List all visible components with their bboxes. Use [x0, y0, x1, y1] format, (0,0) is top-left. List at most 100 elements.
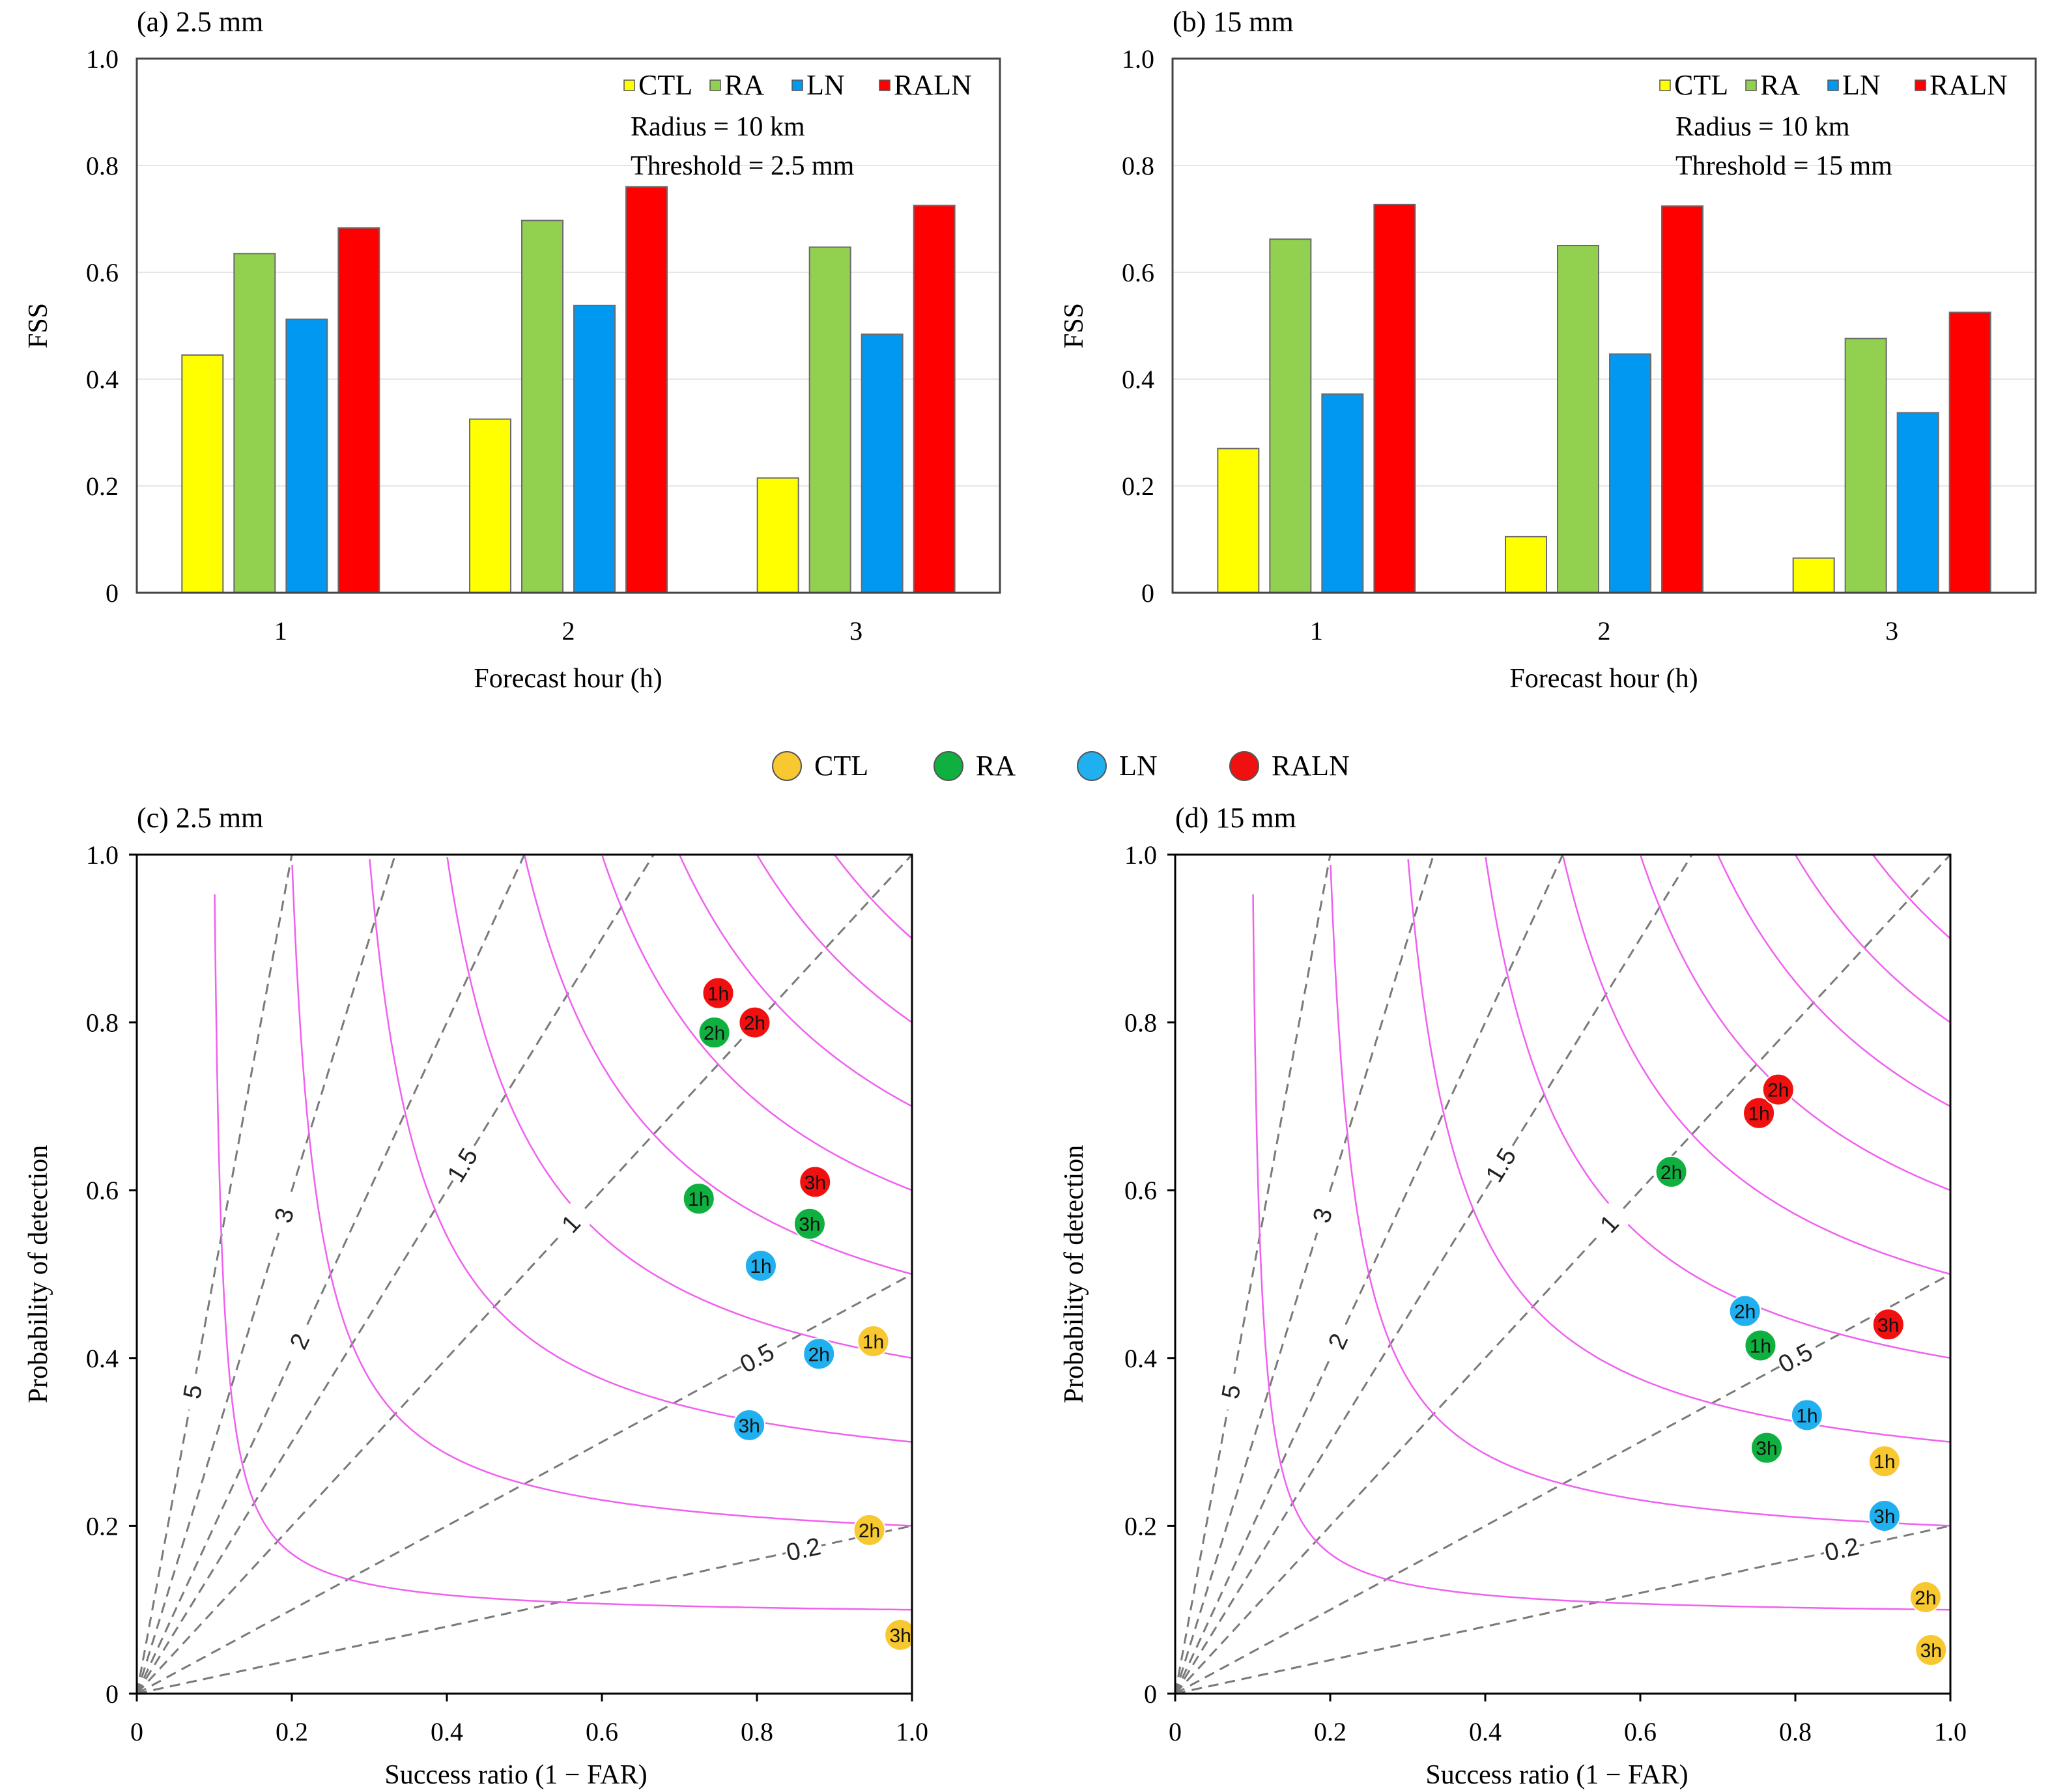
- panel-a-legend-label-ln: LN: [806, 69, 845, 101]
- panel-c-point-label-ctl-2h: 2h: [859, 1520, 880, 1542]
- panel-d-csi-contour-0.5: [1562, 856, 1950, 1275]
- panel-d-bias-line-5: [1175, 855, 1332, 1694]
- panel-d-bias-label-bg: [1479, 1142, 1523, 1188]
- panel-b-bar-ln-h1: [1321, 393, 1364, 594]
- panel-b-y-axis-label: FSS: [1059, 303, 1089, 348]
- panel-d-x-tick-label: 0.4: [1469, 1717, 1502, 1746]
- panel-c-csi-contour-0.5: [524, 856, 912, 1275]
- panel-d-csi-label-bg: [1052, 1015, 1098, 1063]
- panel-c-csi-label-0.6: 0.6: [1722, 942, 1764, 986]
- panel-a-legend-swatch-ln: [791, 79, 803, 91]
- panel-c-x-tick-label: 1.0: [896, 1717, 928, 1746]
- panel-c-csi-contour-0.4: [446, 857, 912, 1359]
- panel-a-bar-raln-h1: [337, 227, 380, 593]
- legend-label-ra: RA: [976, 750, 1016, 782]
- performance-diagram-panel-c: (c) 2.5 mm 5321.510.50.20.10.20.30.40.50…: [23, 802, 1765, 1790]
- panel-c-csi-label-bg: [1720, 939, 1765, 988]
- panel-d-csi-contour-0.4: [1485, 857, 1950, 1359]
- panel-b-x-tick-label: 3: [1885, 616, 1898, 646]
- panel-c-y-tick-label: 1.0: [86, 840, 119, 870]
- panel-c-bias-label-bg: [734, 1337, 780, 1380]
- panel-b-legend-label-ln: LN: [1842, 69, 1881, 101]
- panel-b-bar-ln-h3: [1896, 412, 1939, 593]
- panel-d-point-label-ctl-1h: 1h: [1874, 1451, 1895, 1473]
- panel-d-point-label-ln-2h: 2h: [1734, 1301, 1756, 1323]
- panel-b-y-tick-label: 0.8: [1122, 151, 1154, 180]
- panel-a-y-axis-label: FSS: [23, 303, 53, 348]
- panel-b-legend-swatch-ln: [1827, 79, 1839, 91]
- panel-d-csi-contour-0.1: [1252, 894, 1950, 1611]
- panel-d-bias-label-bg: [1821, 1531, 1863, 1567]
- panel-d-point-label-ctl-3h: 3h: [1920, 1640, 1942, 1662]
- panel-a-threshold-annotation: Threshold = 2.5 mm: [631, 151, 855, 181]
- panel-c-csi-label-bg: [1209, 931, 1255, 979]
- panel-c-csi-contour-0.9: [834, 855, 912, 939]
- panel-a-y-tick-label: 0.2: [86, 472, 119, 501]
- panel-c-points: 1h 2h 3h 1h 2h 3h 1h 2h 3h 1h 2h 3h: [682, 976, 912, 1651]
- panel-c-csi-contour-0.2: [291, 864, 912, 1527]
- legend-marker-ra: [933, 751, 963, 781]
- panel-a-legend: CTL RA LN RALN: [623, 69, 972, 101]
- panel-d-point-ctl-1h: [1868, 1445, 1901, 1478]
- panel-d-csi-contours: [1252, 855, 1950, 1611]
- panel-c-bias-line-0.2: [137, 1524, 912, 1694]
- panel-a-bars: [181, 186, 956, 594]
- panel-c-point-label-ln-2h: 2h: [808, 1344, 830, 1365]
- panel-d-csi-contour-0.2: [1330, 864, 1950, 1527]
- panel-c-csi-contours: [214, 855, 912, 1611]
- panel-c-point-ra-3h: [793, 1207, 826, 1240]
- panel-c-point-label-ln-1h: 1h: [750, 1256, 771, 1277]
- panel-c-csi-contour-0.3: [369, 859, 912, 1443]
- panel-b-plot-frame: [1171, 57, 2037, 594]
- panel-c-bias-label-bg: [175, 1371, 210, 1412]
- panel-d-y-ticks: 0 0.2 0.4 0.6 0.8 1.0: [1124, 840, 1175, 1709]
- panel-a-x-axis-label: Forecast hour (h): [474, 664, 662, 694]
- panel-d-axes-right-top: [1175, 853, 1952, 1694]
- panel-c-point-ctl-2h: [853, 1513, 886, 1546]
- panel-d-x-tick-label: 0.8: [1779, 1717, 1812, 1746]
- panel-b-y-tick-label: 0.6: [1122, 258, 1154, 287]
- panel-c-point-label-ra-2h: 2h: [704, 1023, 725, 1044]
- panel-a-bar-ra-h2: [521, 220, 563, 593]
- panel-c-point-label-ra-3h: 3h: [799, 1214, 820, 1236]
- panel-d-title: (d) 15 mm: [1175, 802, 1296, 834]
- panel-b-bar-ra-h3: [1844, 337, 1887, 593]
- legend-marker-ln: [1077, 751, 1107, 781]
- panel-b-bar-ctl-h2: [1505, 535, 1547, 594]
- panel-d-y-tick-label: 0.2: [1124, 1511, 1157, 1541]
- panel-c-plot-area: 5321.510.50.20.10.20.30.40.50.60.70.80.9…: [137, 855, 1765, 1694]
- legend-marker-ctl: [772, 751, 802, 781]
- panel-b-legend-swatch-raln: [1915, 79, 1926, 91]
- panel-d-csi-label-0.1: 0.1: [1054, 1017, 1096, 1061]
- panel-c-point-ra-1h: [682, 1182, 715, 1216]
- panel-c-point-ln-1h: [744, 1249, 777, 1283]
- panel-c-y-tick-label: 0.4: [86, 1344, 119, 1373]
- panel-c-x-tick-label: 0.4: [431, 1717, 463, 1746]
- panel-d-bias-lines: [1175, 855, 1950, 1694]
- panel-d-x-tick-label: 0.6: [1624, 1717, 1657, 1746]
- performance-diagram-legend: CTL RA LN RALN: [772, 750, 1350, 782]
- panel-c-bias-lines: [137, 855, 912, 1694]
- panel-d-bias-label-0.5: 0.5: [1774, 1339, 1817, 1379]
- panel-c-x-tick-label: 0.2: [276, 1717, 308, 1746]
- panel-a-x-ticks: 1 2 3: [274, 616, 862, 646]
- panel-c-y-tick-label: 0.2: [86, 1511, 119, 1541]
- panel-c-x-tick-label: 0.8: [741, 1717, 773, 1746]
- panel-a-bar-ra-h1: [233, 253, 276, 593]
- panel-c-bias-label-bg: [548, 1201, 594, 1247]
- fss-bar-panel-b: (b) 15 mm 0 0.2 0.4 0.6 0.8 1.0 1 2 3 Forecast …: [1059, 6, 2037, 694]
- panel-c-bias-line-3: [137, 855, 397, 1694]
- panel-d-point-raln-3h: [1872, 1308, 1905, 1341]
- panel-d-point-ra-1h: [1744, 1329, 1777, 1362]
- panel-c-point-ctl-3h: [884, 1618, 912, 1651]
- panel-c-csi-label-0.7: 0.7: [1212, 933, 1254, 977]
- panel-d-x-tick-label: 0: [1169, 1717, 1182, 1746]
- panel-c-point-ra-2h: [698, 1016, 731, 1049]
- panel-a-y-tick-label: 0.8: [86, 151, 119, 180]
- panel-c-bias-label-bg: [279, 1318, 321, 1364]
- panel-a-y-tick-label: 0: [106, 578, 119, 608]
- panel-d-plot-area: 5321.510.50.20.10.20.30.40.50.60.70.80.9…: [1052, 855, 1950, 1694]
- panel-a-bar-raln-h3: [913, 205, 956, 593]
- panel-b-bar-ra-h2: [1557, 245, 1599, 593]
